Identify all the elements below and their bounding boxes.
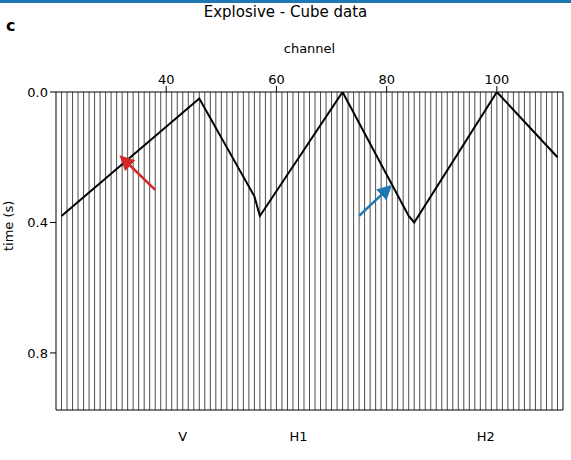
svg-text:H2: H2 <box>477 429 495 444</box>
svg-text:0.4: 0.4 <box>27 215 48 230</box>
svg-text:80: 80 <box>378 72 395 87</box>
svg-text:channel: channel <box>284 41 335 56</box>
svg-text:H1: H1 <box>289 429 307 444</box>
svg-text:100: 100 <box>484 72 509 87</box>
svg-text:0.8: 0.8 <box>27 346 48 361</box>
html-text:c: c <box>6 16 16 35</box>
svg-text:40: 40 <box>158 72 175 87</box>
html-text:Explosive - Cube data: Explosive - Cube data <box>203 3 368 21</box>
svg-text:V: V <box>178 429 187 444</box>
svg-text:0.0: 0.0 <box>27 85 48 100</box>
svg-text:60: 60 <box>268 72 285 87</box>
svg-text:time (s): time (s) <box>1 201 16 251</box>
